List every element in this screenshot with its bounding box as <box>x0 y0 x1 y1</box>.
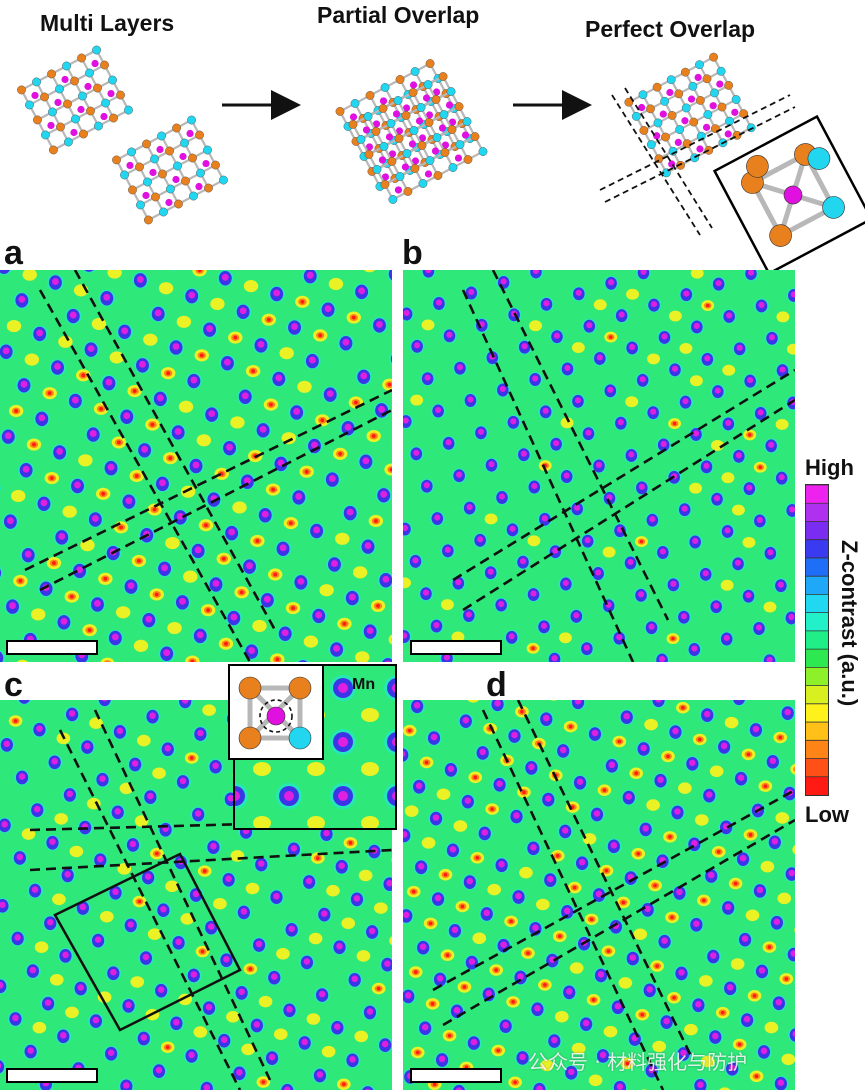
label-perfect-overlap: Perfect Overlap <box>585 16 756 42</box>
scalebar-b <box>410 640 502 655</box>
colorbar <box>805 484 829 796</box>
unit-cell-inset-c <box>228 664 324 760</box>
lattice-multi-layers <box>17 45 228 225</box>
label-partial-overlap: Partial Overlap <box>317 2 480 28</box>
panel-letter-b: b <box>402 234 423 272</box>
panel-letter-a: a <box>4 234 23 272</box>
panel-letter-c: c <box>4 666 23 704</box>
unit-cell-inset <box>712 114 865 270</box>
scalebar-a <box>6 640 98 655</box>
lattice-partial-overlap <box>335 59 488 204</box>
atom-label-mn: Mn <box>352 676 376 693</box>
colorbar-title: Z-contrast (a.u.) <box>837 540 862 707</box>
scalebar-d <box>410 1068 502 1083</box>
panel-letter-d: d <box>486 666 507 704</box>
colorbar-low-label: Low <box>805 802 849 827</box>
schematic-area <box>17 45 865 270</box>
lattice-perfect-overlap <box>599 52 796 236</box>
panel-a-image <box>0 270 392 662</box>
panel-d-image <box>403 700 795 1090</box>
scalebar-c <box>6 1068 98 1083</box>
watermark-text: 公众号 · 材料强化与防护 <box>528 1050 748 1074</box>
colorbar-high-label: High <box>805 455 854 480</box>
label-multi-layers: Multi Layers <box>40 10 175 36</box>
panel-b-image <box>403 270 795 662</box>
